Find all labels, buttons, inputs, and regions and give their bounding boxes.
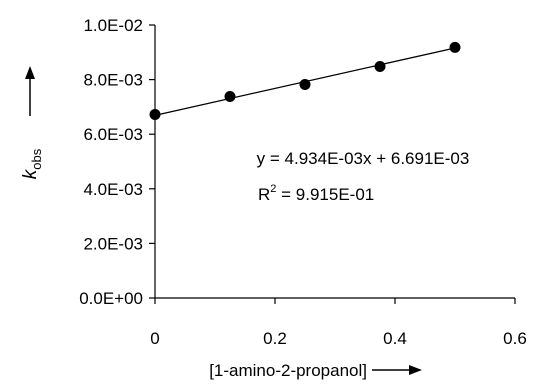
x-tick-label: 0.6 [503,329,527,348]
r-squared-value: = 9.915E-01 [276,185,374,204]
x-axis-arrow [372,365,422,375]
axes [154,25,515,299]
x-axis-title: [1-amino-2-propanol] [209,361,367,380]
x-tick-label: 0.4 [383,329,407,348]
y-ticks: 0.0E+00 2.0E-03 4.0E-03 6.0E-03 8.0E-03 1.0E-… [79,16,155,308]
r-squared-label: R2 = 9.915E-01 [258,183,374,204]
x-ticks: 0 0.2 0.4 0.6 [150,298,527,348]
y-tick-label: 4.0E-03 [83,180,143,199]
trendline-equation: y = 4.934E-03x + 6.691E-03 [257,149,470,168]
r-squared-superscript: 2 [270,183,276,195]
y-axis-arrow [25,66,35,116]
y-tick-label: 1.0E-02 [83,16,143,35]
svg-text:kobs: kobs [20,148,44,179]
data-point [449,41,461,53]
data-point [224,91,236,103]
y-axis-title: kobs [20,148,44,179]
x-tick-label: 0 [150,329,159,348]
y-tick-label: 2.0E-03 [83,234,143,253]
r-squared-prefix: R [258,185,270,204]
y-axis-title-main: k [20,168,41,179]
data-point [149,109,161,121]
y-axis-title-sub: obs [29,148,44,169]
y-tick-label: 8.0E-03 [83,71,143,90]
y-tick-label: 0.0E+00 [79,289,143,308]
x-tick-label: 0.2 [263,329,287,348]
y-tick-label: 6.0E-03 [83,125,143,144]
data-point [299,79,311,91]
data-point [374,60,386,72]
data-points [149,41,461,121]
